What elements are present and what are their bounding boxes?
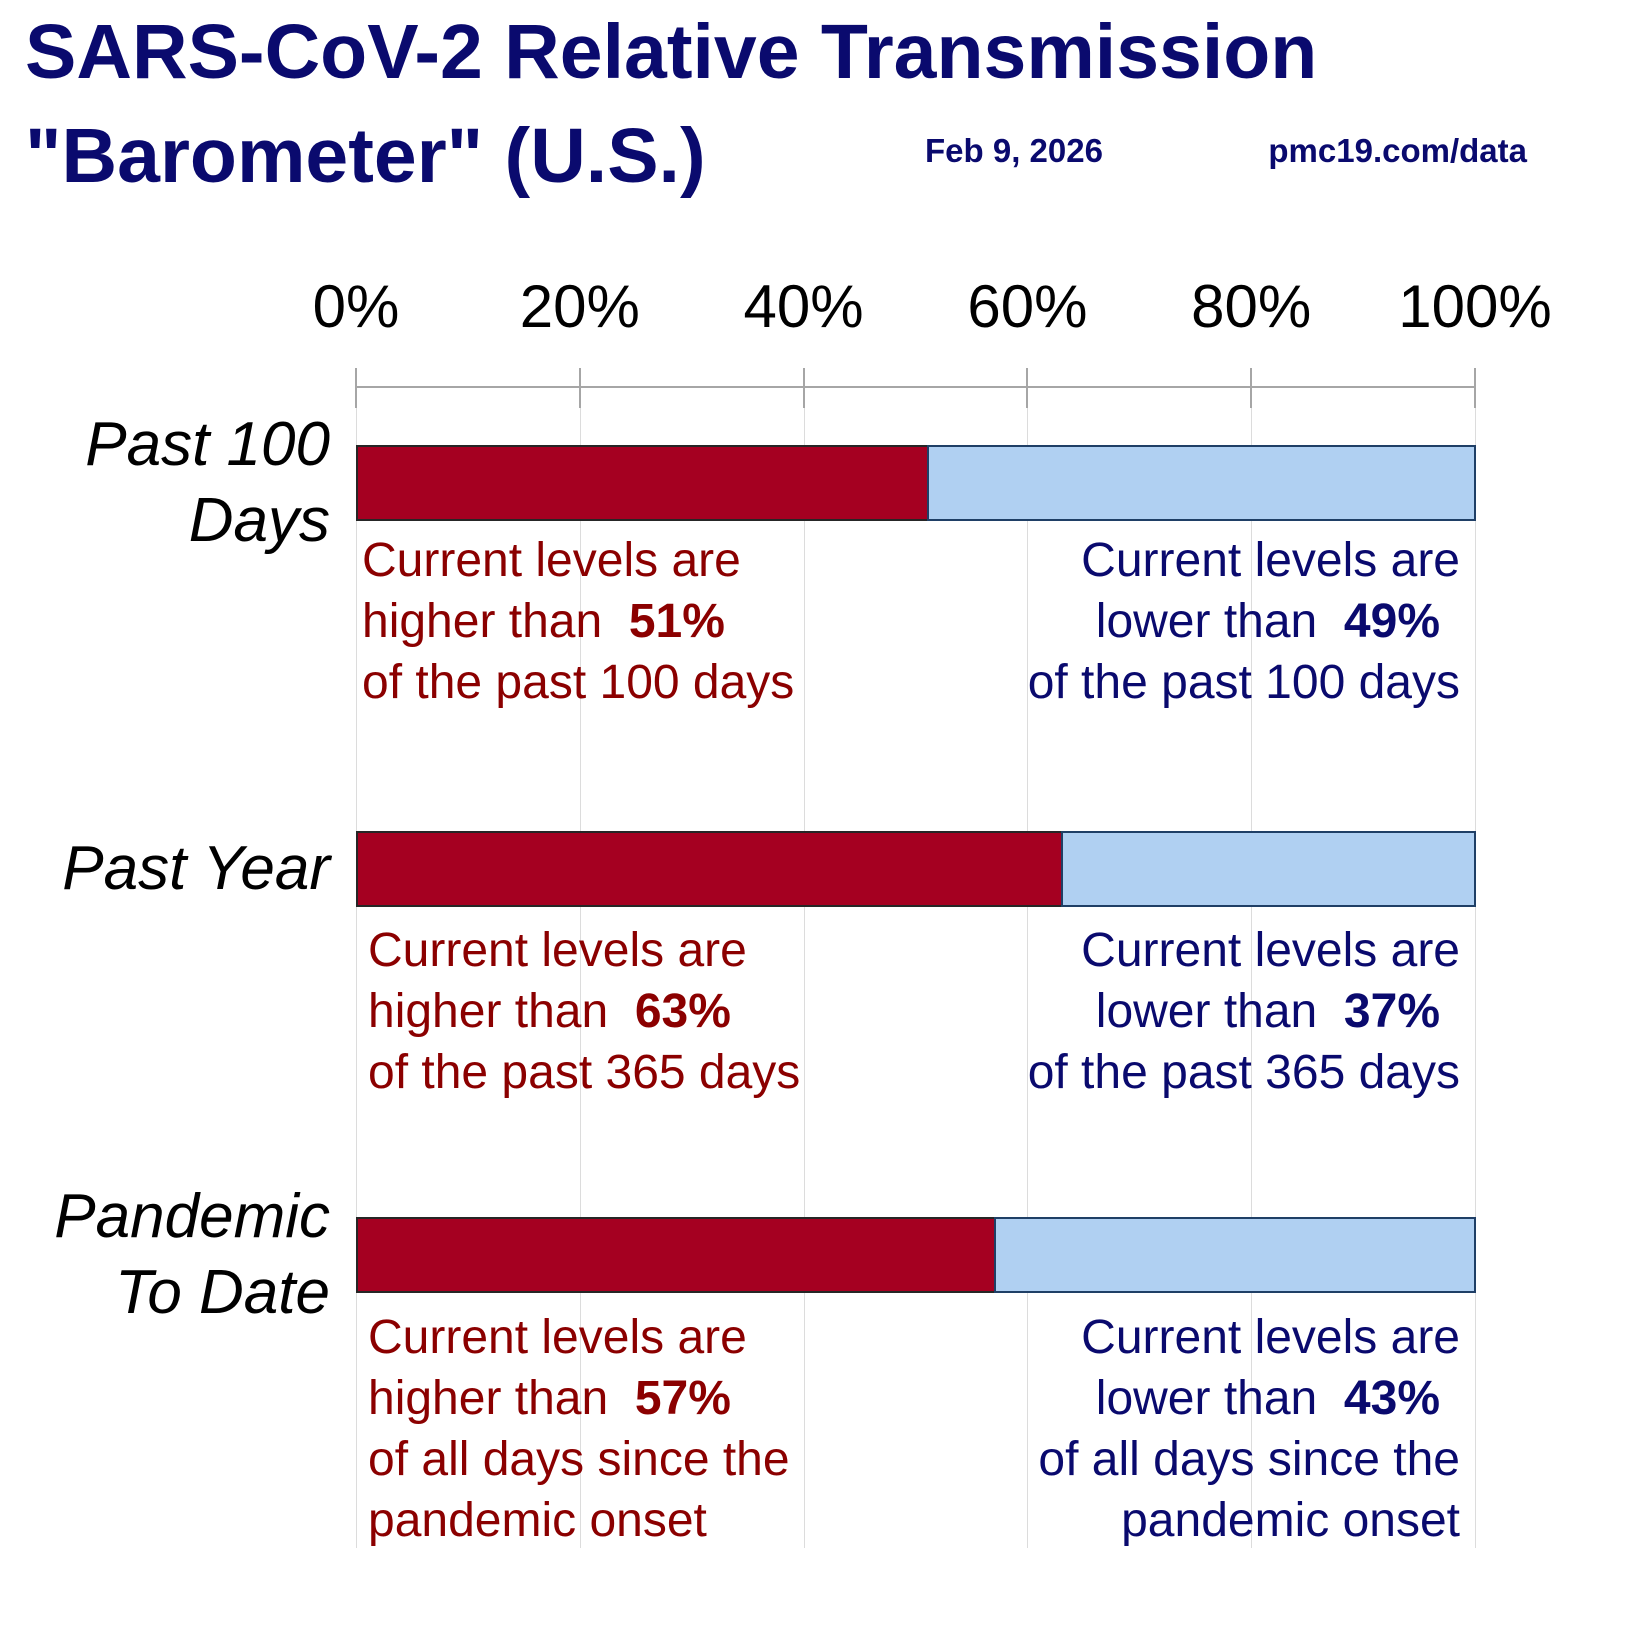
annotation-line: Current levels are <box>1081 924 1460 977</box>
gridline <box>803 408 805 1548</box>
annotation-line: Current levels are <box>368 1311 747 1364</box>
annotation-line: Current levels are <box>1081 1311 1460 1364</box>
gridline <box>1027 408 1029 1548</box>
annotation-line: higher than 51% <box>362 591 794 652</box>
annotation-higher: Current levels are higher than 51% of the … <box>362 530 794 713</box>
gridline <box>356 408 357 1548</box>
annotation-lower: Current levels are lower than 49% of the p… <box>1028 530 1460 713</box>
annotation-text: lower than <box>1095 1372 1344 1425</box>
annotation-line: of all days since the <box>1038 1433 1460 1486</box>
annotation-text: higher than <box>368 1372 635 1425</box>
x-tick-label: 20% <box>519 273 640 340</box>
higher-percent-label: 57% <box>634 1372 731 1425</box>
lower-percent-label: 43% <box>1343 1372 1440 1425</box>
category-label: Pandemic To Date <box>54 1179 330 1331</box>
annotation-line: Current levels are <box>368 924 747 977</box>
x-tick <box>1026 368 1029 408</box>
bar-lower <box>1060 831 1476 907</box>
x-tick <box>355 368 357 408</box>
category-label-line: Past 100 <box>85 410 330 479</box>
bar-lower <box>926 445 1476 521</box>
chart-title-line2: "Barometer" (U.S.) <box>25 113 706 199</box>
x-tick-label: 0% <box>312 273 400 340</box>
category-label-line: Days <box>188 486 330 555</box>
annotation-text: lower than <box>1095 985 1344 1038</box>
gridline <box>579 408 581 1548</box>
annotation-line: Current levels are <box>1081 534 1460 587</box>
x-tick <box>1474 368 1476 408</box>
annotation-line: Current levels are <box>362 534 741 587</box>
annotation-line: pandemic onset <box>368 1494 707 1547</box>
x-tick-label: 40% <box>743 273 864 340</box>
annotation-line: pandemic onset <box>1121 1494 1460 1547</box>
higher-percent-label: 63% <box>634 985 731 1038</box>
annotation-higher: Current levels are higher than 57% of all … <box>368 1307 790 1551</box>
lower-percent-label: 37% <box>1343 985 1440 1038</box>
chart-title-line1: SARS-CoV-2 Relative Transmission <box>25 9 1318 95</box>
annotation-line: lower than 49% <box>1028 591 1460 652</box>
annotation-text: lower than <box>1095 595 1344 648</box>
bar-higher <box>356 445 927 521</box>
x-tick-label: 60% <box>967 273 1088 340</box>
x-tick <box>578 368 581 408</box>
annotation-lower: Current levels are lower than 37% of the p… <box>1028 920 1460 1103</box>
annotation-line: of the past 100 days <box>362 656 795 709</box>
gridline <box>1251 408 1253 1548</box>
lower-percent-label: 49% <box>1343 595 1440 648</box>
annotation-higher: Current levels are higher than 63% of the … <box>368 920 800 1103</box>
category-label-line: Past Year <box>62 834 330 903</box>
x-tick-label: 80% <box>1191 273 1312 340</box>
annotation-line: lower than 43% <box>1038 1368 1460 1429</box>
category-label: Past 100 Days <box>85 407 330 559</box>
annotation-line: of the past 365 days <box>368 1046 801 1099</box>
annotation-line: higher than 57% <box>368 1368 790 1429</box>
chart-source: pmc19.com/data <box>1268 132 1527 169</box>
x-tick-label: 100% <box>1398 273 1552 340</box>
category-label-line: To Date <box>115 1258 330 1327</box>
annotation-line: of the past 100 days <box>1027 656 1460 709</box>
annotation-line: of the past 365 days <box>1027 1046 1460 1099</box>
annotation-text: higher than <box>362 595 629 648</box>
annotation-lower: Current levels are lower than 43% of all d… <box>1038 1307 1460 1551</box>
annotation-line: of all days since the <box>368 1433 790 1486</box>
chart-date: Feb 9, 2026 <box>925 132 1103 169</box>
category-label: Past Year <box>62 831 330 907</box>
higher-percent-label: 51% <box>628 595 725 648</box>
x-axis-line <box>356 386 1476 388</box>
annotation-text: higher than <box>368 985 635 1038</box>
bar-higher <box>356 831 1061 907</box>
annotation-line: lower than 37% <box>1028 981 1460 1042</box>
x-tick <box>1250 368 1253 408</box>
bar-lower <box>993 1217 1476 1293</box>
annotation-line: higher than 63% <box>368 981 800 1042</box>
gridline <box>1475 408 1476 1548</box>
x-tick <box>802 368 805 408</box>
category-label-line: Pandemic <box>54 1182 330 1251</box>
bar-higher <box>356 1217 994 1293</box>
